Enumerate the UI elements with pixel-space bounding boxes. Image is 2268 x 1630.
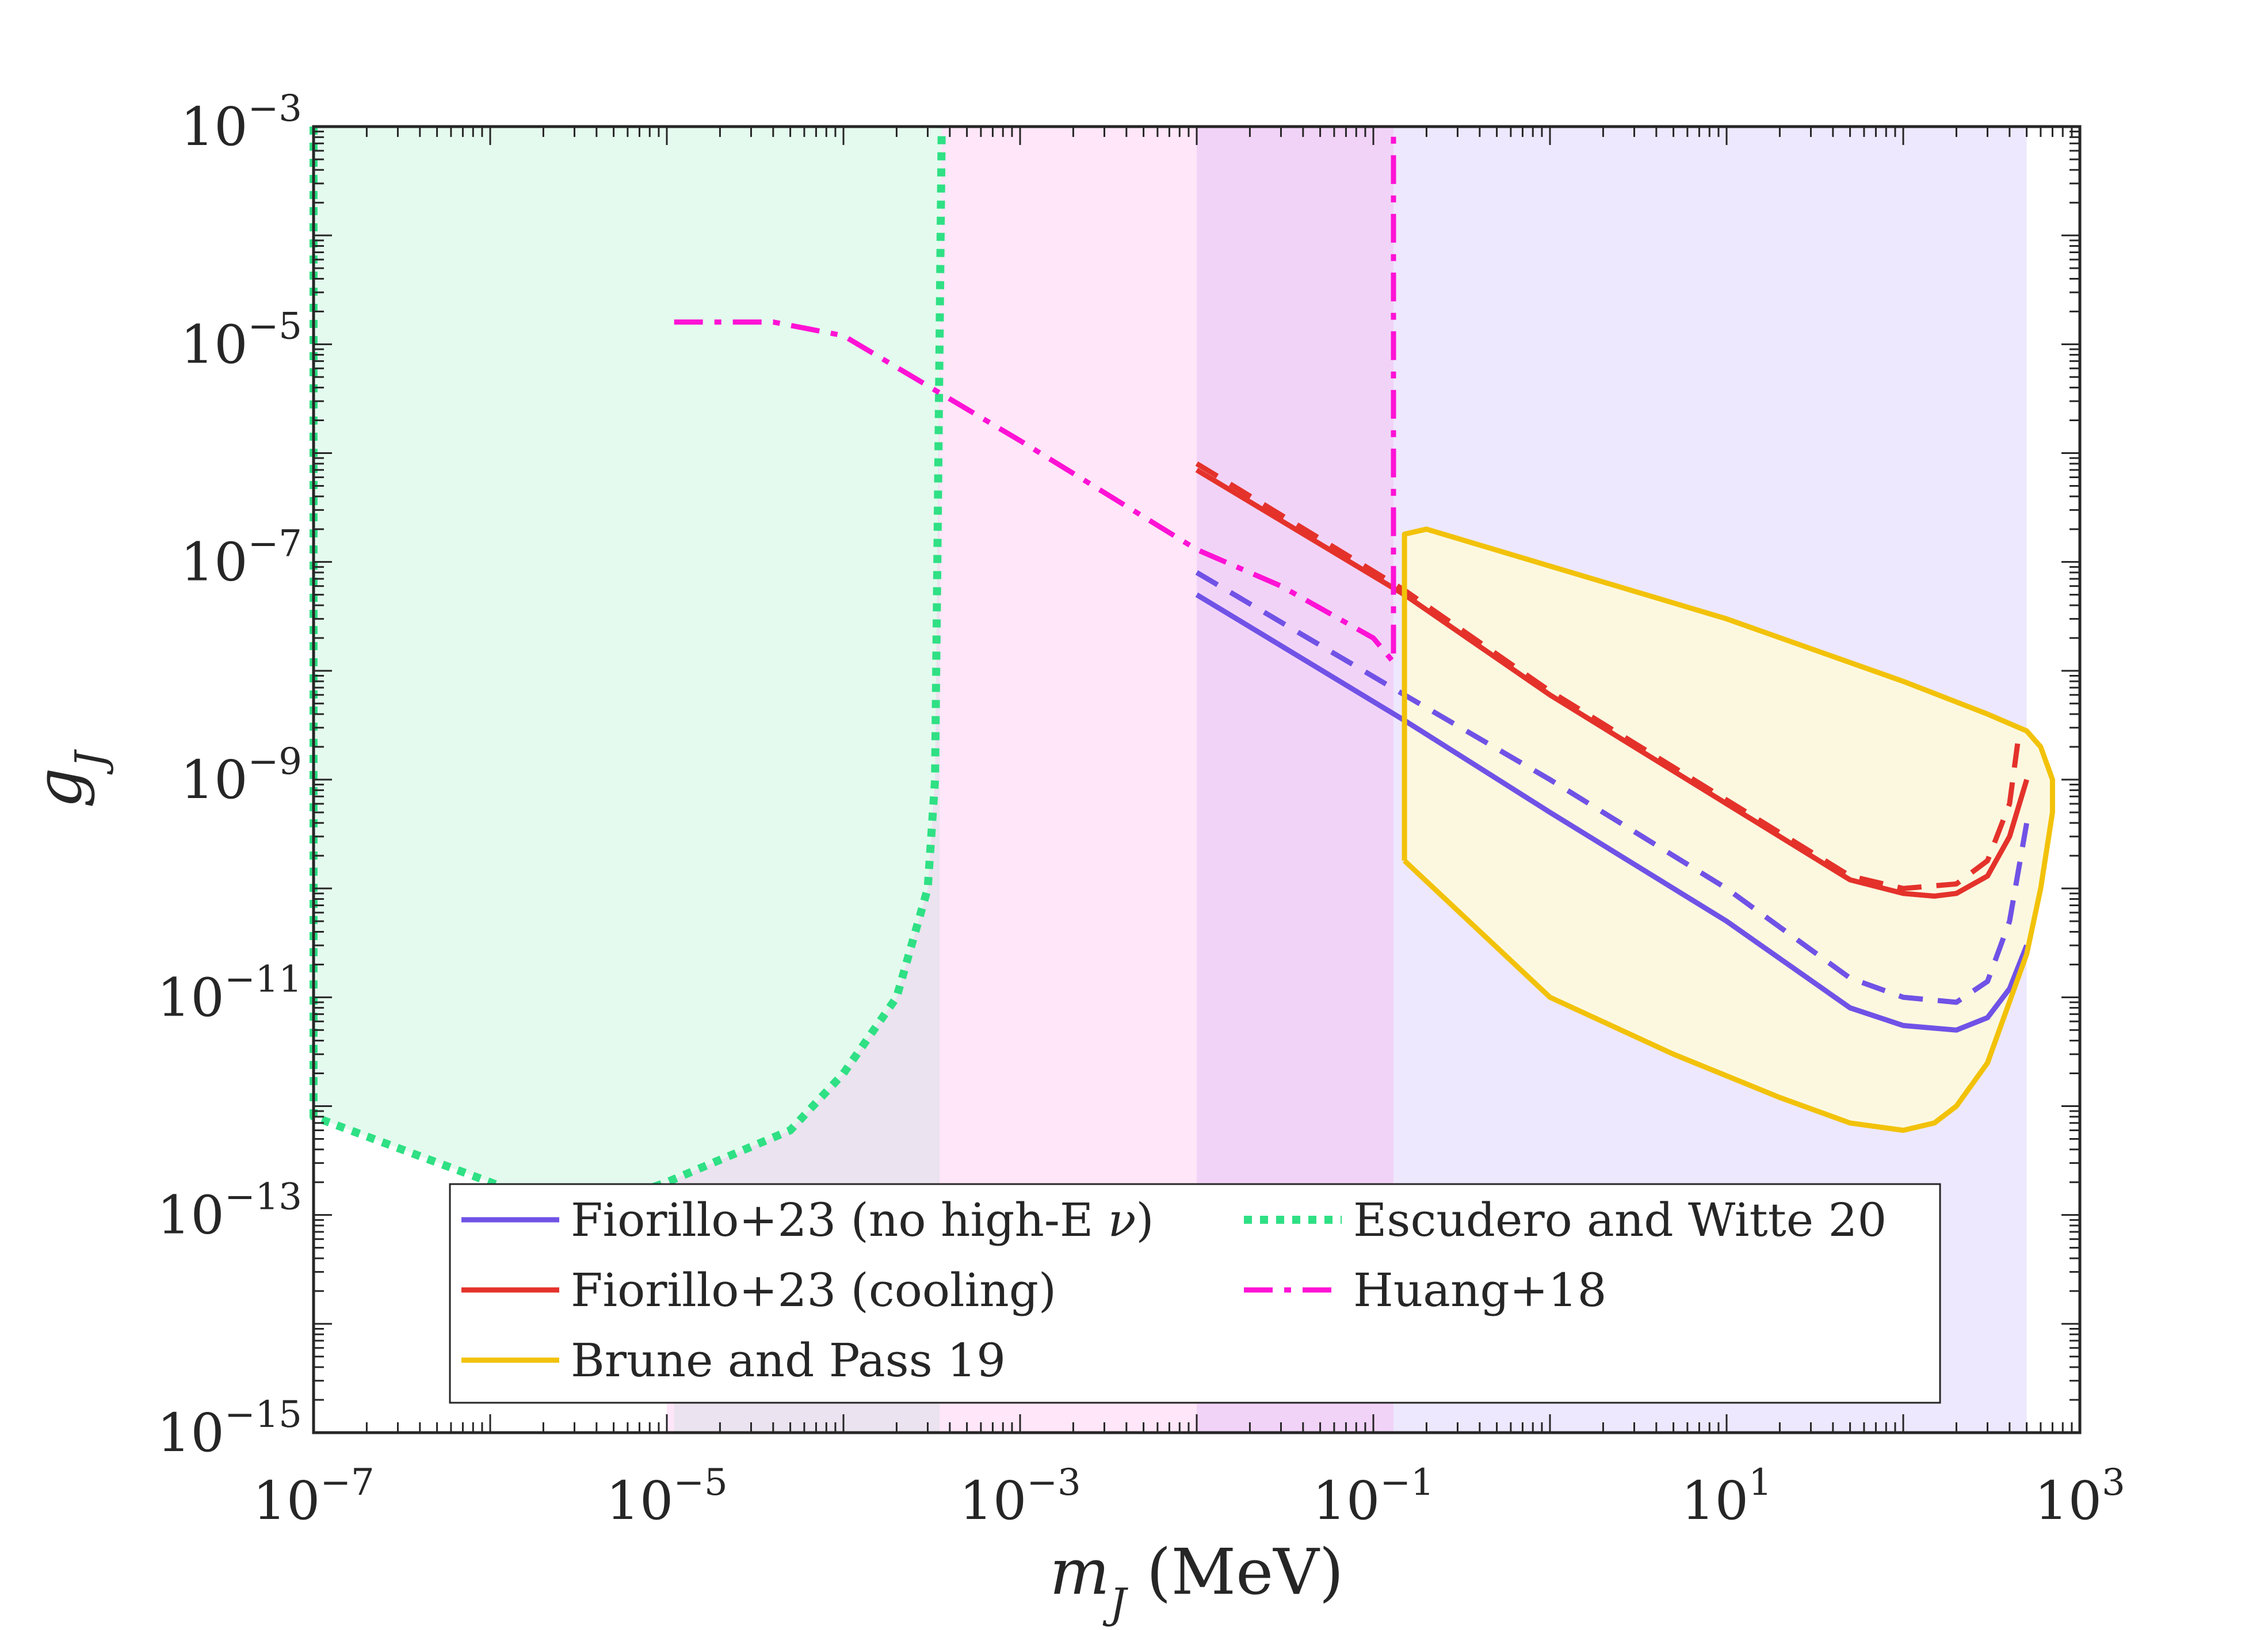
x-tick-label-3: 10−1 — [1312, 1461, 1434, 1532]
x-tick-labels: 10−7 10−5 10−3 10−1 101 103 — [253, 1461, 2125, 1532]
x-axis-label-unit: (MeV) — [1127, 1535, 1344, 1609]
series-line-3 — [1195, 461, 2021, 891]
series-lines — [310, 126, 2055, 1219]
x-tick-label-2: 10−3 — [959, 1461, 1080, 1532]
legend-box — [449, 1183, 1941, 1404]
legend-label-4: Huang+18 — [1353, 1263, 1607, 1317]
legend-label-3: Escudero and Witte 20 — [1353, 1193, 1887, 1247]
series-line-1 — [1195, 570, 2030, 1005]
series-line-4 — [1402, 526, 2055, 1133]
x-tick-label-4: 101 — [1681, 1461, 1772, 1532]
series-line-0 — [1195, 592, 2029, 1033]
x-axis-label-var: m — [1049, 1535, 1109, 1609]
y-tick-label-4: 10−11 — [157, 958, 302, 1028]
series-fill-5 — [314, 127, 942, 1215]
series-line-6 — [674, 127, 1396, 665]
x-tick-label-1: 10−5 — [606, 1461, 727, 1532]
y-tick-label-0: 10−3 — [181, 87, 302, 158]
x-tick-label-5: 103 — [2034, 1461, 2125, 1532]
y-tick-labels: 10−3 10−5 10−7 10−9 10−11 10−13 10−15 — [157, 87, 302, 1464]
x-axis-label: mJ (MeV) — [1049, 1535, 1343, 1628]
series-line-5 — [310, 126, 946, 1219]
legend-label-2: Brune and Pass 19 — [571, 1334, 1006, 1387]
legend: Fiorillo+23 (no high-E ν) Fiorillo+23 (co… — [449, 1183, 1941, 1404]
y-tick-label-5: 10−13 — [157, 1176, 302, 1246]
axis-ticks — [312, 125, 2081, 1434]
y-axis-label-var: g — [22, 768, 96, 808]
y-tick-label-3: 10−9 — [181, 740, 302, 811]
y-axis-label: gJ — [22, 749, 114, 808]
y-tick-label-2: 10−7 — [181, 523, 302, 593]
series-line-2 — [1195, 467, 2029, 899]
legend-label-1: Fiorillo+23 (cooling) — [571, 1263, 1056, 1317]
legend-label-0: Fiorillo+23 (no high-E ν) — [571, 1193, 1154, 1247]
y-tick-label-1: 10−5 — [181, 305, 302, 375]
x-tick-label-0: 10−7 — [253, 1461, 374, 1532]
y-tick-label-6: 10−15 — [157, 1394, 302, 1464]
